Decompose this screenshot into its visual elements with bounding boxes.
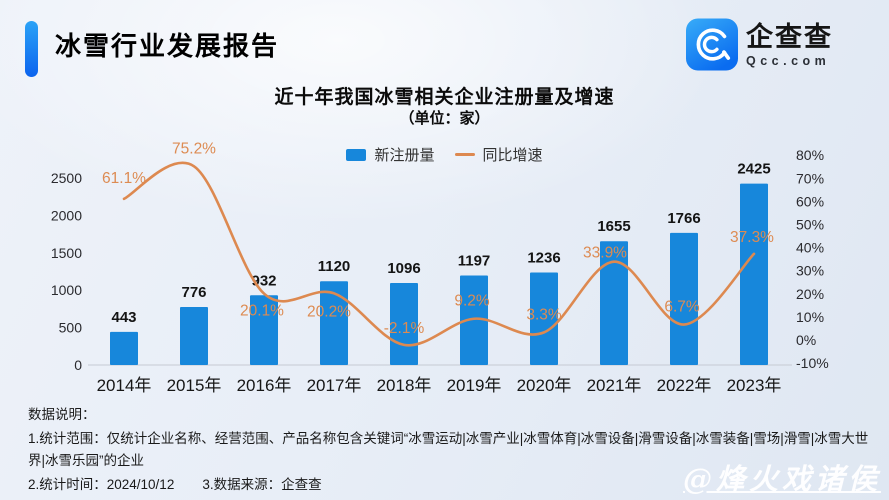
registration-growth-chart: 0 500 1000 1500 2000 2500 80% 70% 60% 50% 40% 30% 20… (51, 140, 829, 395)
left-axis-tick: 500 (59, 320, 83, 336)
bar-value-label: 1236 (527, 250, 560, 267)
qcc-logo-icon (686, 18, 738, 71)
growth-rate-label: -2.1% (384, 320, 425, 337)
bar (670, 232, 698, 365)
left-axis-tick: 2500 (51, 170, 82, 186)
x-axis-label: 2023年 (727, 376, 782, 395)
right-axis-tick: 0% (796, 332, 816, 348)
bar (180, 306, 208, 365)
growth-line (122, 161, 756, 347)
notes-heading: 数据说明： (28, 407, 96, 422)
left-axis-tick: 0 (74, 357, 82, 373)
chart-legend: 新注册量 同比增速 (0, 144, 889, 165)
x-axis-label: 2022年 (657, 376, 712, 395)
legend-bar-swatch (346, 148, 367, 161)
right-axis-tick: 20% (796, 286, 824, 302)
right-axis-tick: 40% (796, 240, 824, 256)
bar (530, 272, 558, 365)
chart-title: 近十年我国冰雪相关企业注册量及增速 (274, 87, 615, 108)
right-axis-tick: -10% (796, 355, 829, 371)
qcc-logo-name: 企查查 (746, 21, 833, 52)
right-axis-tick: 70% (796, 170, 824, 186)
bar-value-label: 1120 (318, 258, 351, 275)
growth-rate-label: 6.7% (664, 299, 700, 316)
x-axis-label: 2014年 (97, 376, 152, 395)
qcc-logo: 企查查 Qcc.com (686, 18, 833, 71)
bar-value-label: 2425 (737, 161, 770, 178)
notes-scope: 1.统计范围：仅统计企业名称、经营范围、产品名称包含关键词“冰雪运动|冰雪产业|… (28, 431, 869, 468)
growth-rate-label: 75.2% (172, 140, 216, 157)
data-notes: 数据说明： 1.统计范围：仅统计企业名称、经营范围、产品名称包含关键词“冰雪运动… (28, 404, 876, 496)
x-axis-label: 2018年 (377, 376, 432, 395)
legend-bar-label: 新注册量 (374, 147, 435, 164)
legend-line-label: 同比增速 (482, 147, 543, 164)
left-axis-tick: 1500 (51, 245, 82, 261)
bar-value-label: 1197 (458, 252, 491, 269)
growth-rate-label: 9.2% (454, 293, 490, 310)
right-axis-tick: 60% (796, 193, 824, 209)
bar-value-label: 443 (111, 309, 136, 326)
qcc-logo-domain: Qcc.com (746, 53, 831, 68)
right-axis-tick: 30% (796, 263, 824, 279)
watermark: @烽火戏诸侯 (682, 462, 881, 496)
bar-value-label: 1655 (597, 218, 630, 235)
x-axis-label: 2021年 (587, 376, 642, 395)
qcc-logo-text: 企查查 Qcc.com (746, 22, 833, 68)
x-axis-label: 2015年 (167, 376, 222, 395)
report-title: 冰雪行业发展报告 (55, 31, 280, 61)
chart-subtitle: （单位：家） (399, 110, 490, 127)
x-axis-label: 2016年 (237, 376, 292, 395)
left-axis-tick: 2000 (51, 207, 82, 223)
notes-source: 3.数据来源：企查查 (202, 477, 322, 492)
growth-rate-label: 3.3% (526, 306, 562, 323)
bar (110, 331, 138, 365)
bar (250, 295, 278, 365)
growth-rate-label: 37.3% (730, 229, 774, 246)
bar-value-label: 1096 (387, 260, 420, 277)
legend-line-swatch (454, 153, 475, 156)
x-axis-label: 2020年 (517, 376, 572, 395)
bar-value-label: 776 (181, 284, 206, 301)
right-axis-tick: 50% (796, 217, 824, 233)
growth-rate-label: 20.2% (307, 303, 351, 320)
bar-value-label: 1766 (667, 210, 700, 227)
notes-time: 2.统计时间：2024/10/12 (28, 477, 175, 492)
notes-time-source: 2.统计时间：2024/10/12 3.数据来源：企查查 (28, 474, 876, 496)
x-axis-label: 2019年 (447, 376, 502, 395)
bar (740, 183, 768, 365)
x-axis-label: 2017年 (307, 376, 362, 395)
growth-rate-label: 61.1% (102, 170, 146, 187)
growth-rate-label: 33.9% (583, 245, 627, 262)
growth-rate-label: 20.1% (240, 303, 284, 320)
left-axis-tick: 1000 (51, 282, 82, 298)
title-accent-bar (25, 21, 38, 77)
bar (460, 275, 488, 365)
bar (600, 241, 628, 365)
right-axis-tick: 80% (796, 147, 824, 163)
bar (320, 281, 348, 365)
right-axis-tick: 10% (796, 309, 824, 325)
